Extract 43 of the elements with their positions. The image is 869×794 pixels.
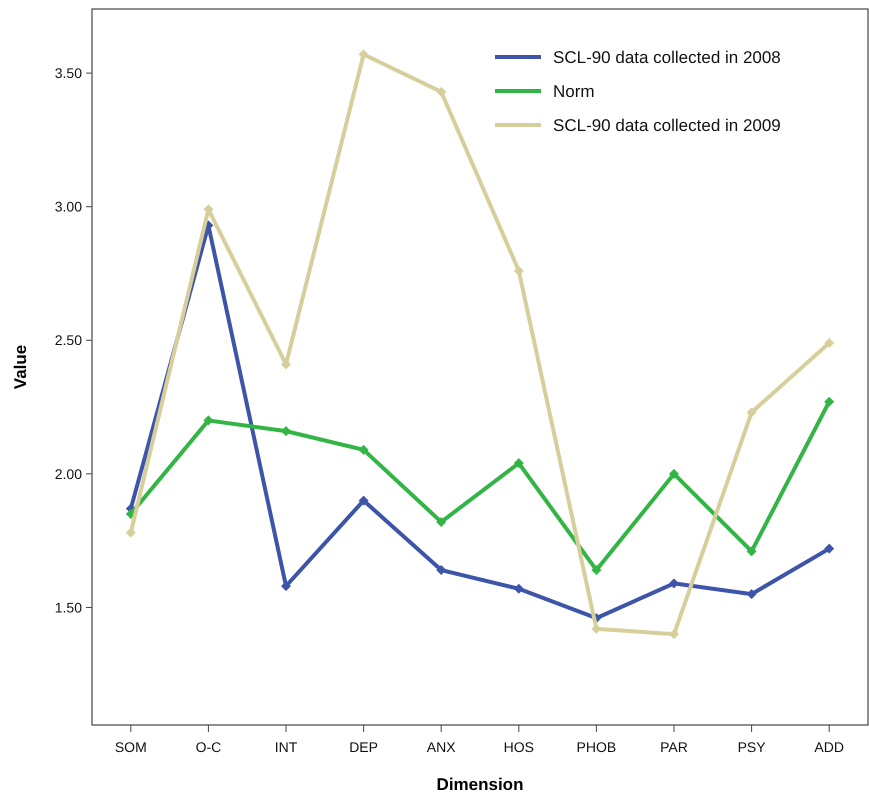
point — [746, 407, 757, 418]
point — [358, 444, 369, 455]
point — [591, 565, 602, 576]
point — [514, 266, 524, 276]
point — [436, 565, 446, 576]
y-axis-title: Value — [11, 344, 30, 390]
point — [669, 468, 679, 479]
point — [669, 629, 679, 640]
point — [746, 546, 757, 556]
point — [281, 426, 291, 436]
point — [358, 496, 369, 506]
x-tick-label: PHOB — [576, 739, 616, 755]
x-tick-label: PAR — [660, 739, 688, 755]
x-tick-label: DEP — [349, 739, 378, 755]
point — [203, 415, 214, 426]
point — [824, 338, 834, 348]
point — [514, 458, 524, 468]
x-tick-label: PSY — [738, 739, 766, 755]
y-tick-label: 3.00 — [54, 198, 82, 215]
point — [358, 49, 369, 60]
x-tick-label: ADD — [814, 739, 844, 755]
y-tick-label: 2.00 — [54, 466, 82, 482]
point — [126, 528, 136, 538]
point — [514, 584, 524, 594]
legend-label: Norm — [553, 82, 595, 101]
x-tick-label: O-C — [196, 739, 222, 755]
x-tick-label: HOS — [504, 739, 534, 755]
y-tick-label: 1.50 — [54, 599, 82, 616]
point — [436, 86, 446, 97]
point — [436, 516, 446, 527]
y-tick-label: 3.50 — [54, 65, 82, 82]
point — [669, 578, 679, 588]
x-tick-label: ANX — [426, 739, 456, 755]
point — [824, 544, 834, 554]
x-tick-label: INT — [274, 739, 298, 755]
y-tick-label: 2.50 — [54, 332, 82, 348]
x-axis-title: Dimension — [436, 775, 524, 794]
legend-label: SCL-90 data collected in 2008 — [553, 48, 781, 67]
legend-label: SCL-90 data collected in 2009 — [553, 116, 781, 135]
point — [591, 624, 602, 634]
point — [746, 589, 757, 600]
x-tick-label: SOM — [114, 739, 147, 755]
point — [824, 396, 834, 407]
